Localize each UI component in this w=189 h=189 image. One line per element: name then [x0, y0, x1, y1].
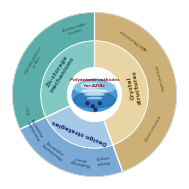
- Wedge shape: [94, 41, 148, 145]
- Text: NASICON-structure: NASICON-structure: [119, 28, 148, 50]
- Text: Layer-structure: Layer-structure: [155, 63, 166, 91]
- Circle shape: [86, 102, 89, 105]
- Text: Olivine-structure: Olivine-structure: [144, 115, 163, 142]
- Wedge shape: [20, 117, 123, 177]
- Ellipse shape: [81, 83, 101, 88]
- Text: Polyanionic cathodes: Polyanionic cathodes: [70, 78, 119, 82]
- Circle shape: [91, 105, 94, 108]
- Text: Intercalation
engineering: Intercalation engineering: [26, 117, 45, 140]
- Wedge shape: [12, 12, 94, 129]
- Wedge shape: [41, 41, 94, 117]
- Circle shape: [98, 102, 101, 105]
- Text: Surface
coating: Surface coating: [97, 156, 111, 167]
- Text: Design strategies: Design strategies: [51, 119, 108, 146]
- Text: Anionic redox
reaction: Anionic redox reaction: [62, 22, 88, 37]
- Ellipse shape: [74, 92, 115, 108]
- Text: Zn2+: Zn2+: [25, 105, 31, 115]
- Text: Morphology
control: Morphology control: [69, 155, 92, 167]
- Circle shape: [68, 68, 121, 121]
- Ellipse shape: [85, 94, 104, 95]
- Wedge shape: [46, 106, 113, 148]
- Text: Crystal
structures: Crystal structures: [126, 69, 143, 105]
- Ellipse shape: [72, 79, 117, 112]
- Text: Defect/doping
engineering: Defect/doping engineering: [41, 138, 66, 160]
- Text: for AZIBs: for AZIBs: [84, 84, 105, 88]
- Wedge shape: [94, 12, 177, 172]
- Circle shape: [94, 108, 97, 111]
- Ellipse shape: [87, 97, 102, 99]
- Ellipse shape: [82, 90, 107, 92]
- Ellipse shape: [74, 81, 115, 94]
- Text: Zn-storage
mechanisms: Zn-storage mechanisms: [44, 53, 76, 93]
- Text: Zn2+/H+/H2O,Li+
or Na+: Zn2+/H+/H2O,Li+ or Na+: [24, 44, 47, 77]
